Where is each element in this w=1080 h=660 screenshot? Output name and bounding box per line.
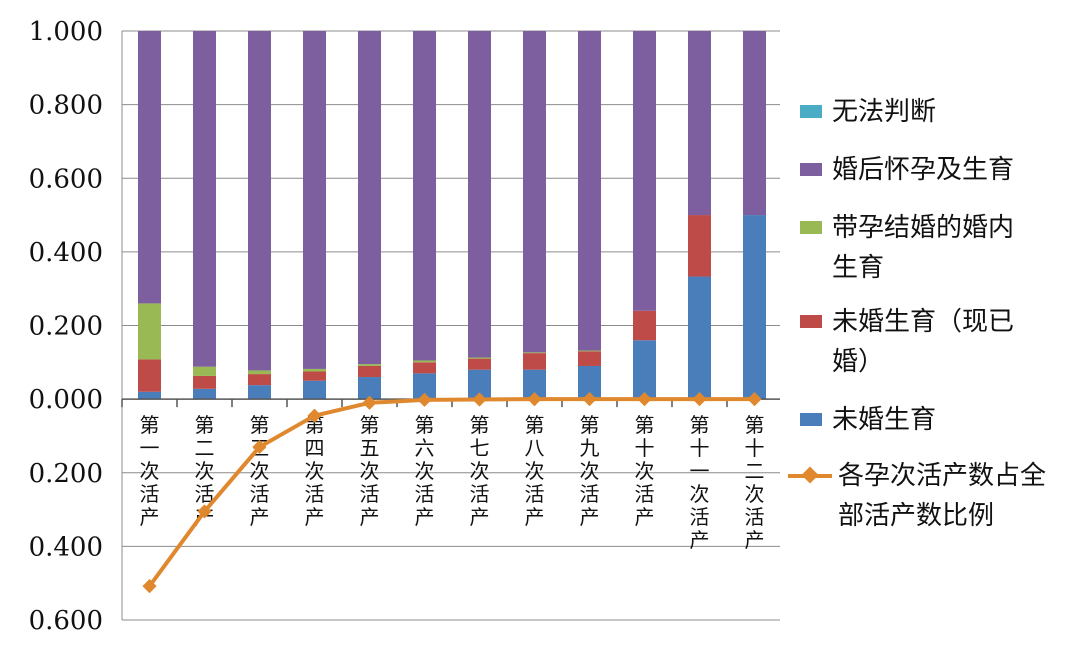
x-category-label: 第四次活产 [305, 413, 325, 529]
x-category-label: 第十一次活产 [690, 413, 710, 552]
legend-swatch [800, 315, 822, 328]
bar-segment [138, 31, 161, 303]
bar-segment [413, 31, 436, 360]
bar-segment [358, 364, 381, 366]
bar-segment [688, 31, 711, 215]
legend-item-undetermined: 无法判断 [800, 92, 1075, 132]
bar-segment [523, 352, 546, 353]
bar-segment [468, 31, 491, 358]
bar-segment [688, 215, 711, 276]
legend-item-postmarital: 婚后怀孕及生育 [800, 150, 1075, 190]
bar-segment [743, 215, 766, 399]
ratio-line-series [142, 392, 761, 593]
legend-swatch [800, 413, 822, 426]
bar-segment [633, 311, 656, 340]
y-tick-label: 0.600 [29, 164, 103, 194]
bar-segment [523, 31, 546, 352]
legend-swatch [800, 221, 822, 234]
y-tick-label: 0.800 [29, 91, 103, 121]
y-tick-label: 0.000 [29, 385, 103, 415]
legend-swatch [800, 105, 822, 118]
y-tick-label: 0.400 [29, 532, 103, 562]
x-axis-category-labels: 第一次活产第二次活产第三次活产第四次活产第五次活产第六次活产第七次活产第八次活产… [140, 413, 765, 552]
x-category-label: 第七次活产 [470, 413, 490, 529]
x-category-label: 第三次活产 [250, 413, 270, 529]
legend-item-unmarried-now-married: 未婚生育（现已婚） [800, 302, 1075, 382]
bar-segment [688, 277, 711, 400]
bar-segment [138, 359, 161, 391]
legend: 无法判断 婚后怀孕及生育 带孕结婚的婚内生育 未婚生育（现已婚） 未婚生育 各孕… [800, 92, 1075, 536]
ratio-line [150, 399, 755, 586]
legend-label: 未婚生育（现已婚） [832, 302, 1032, 382]
legend-label: 带孕结婚的婚内生育 [832, 208, 1032, 288]
legend-line-swatch [788, 465, 832, 487]
bars [138, 31, 766, 399]
x-category-label: 第五次活产 [360, 413, 380, 529]
bar-segment [413, 362, 436, 373]
gridlines [122, 31, 780, 620]
bar-segment [193, 31, 216, 367]
bar-segment [303, 31, 326, 369]
bar-segment [578, 31, 601, 351]
x-category-label: 第一次活产 [140, 413, 160, 529]
legend-label: 无法判断 [832, 92, 1047, 132]
bar-segment [248, 374, 271, 385]
bar-segment [193, 376, 216, 389]
bar-segment [358, 366, 381, 377]
x-category-label: 第十次活产 [635, 413, 655, 529]
bar-segment [743, 31, 766, 215]
bar-segment [138, 392, 161, 399]
bar-segment [248, 385, 271, 399]
legend-item-unmarried: 未婚生育 [800, 400, 1075, 440]
x-category-label: 第八次活产 [525, 413, 545, 529]
y-tick-label: 0.200 [29, 459, 103, 489]
legend-item-ratio-line: 各孕次活产数占全部活产数比例 [800, 456, 1075, 536]
bar-segment [303, 372, 326, 381]
x-category-label: 第九次活产 [580, 413, 600, 529]
legend-swatch [800, 163, 822, 176]
legend-label: 各孕次活产数占全部活产数比例 [838, 456, 1058, 536]
legend-item-pregnant-marriage: 带孕结婚的婚内生育 [800, 208, 1075, 288]
bar-segment [468, 358, 491, 359]
chart: 1.000 0.800 0.600 0.400 0.200 0.000 0.200 0.400… [0, 0, 780, 660]
bar-segment [303, 381, 326, 399]
x-category-label: 第十二次活产 [745, 413, 765, 552]
y-tick-label: 0.200 [29, 312, 103, 342]
y-axis-ticks: 1.000 0.800 0.600 0.400 0.200 0.000 0.200 0.400… [29, 17, 103, 636]
bar-segment [193, 389, 216, 399]
bar-segment [468, 359, 491, 370]
y-tick-label: 0.600 [29, 606, 103, 636]
bar-segment [358, 31, 381, 364]
bar-segment [248, 370, 271, 374]
bar-segment [578, 351, 601, 352]
bar-segment [303, 369, 326, 372]
bar-segment [248, 31, 271, 370]
y-tick-label: 0.400 [29, 238, 103, 268]
y-tick-label: 1.000 [29, 17, 103, 47]
bar-segment [523, 353, 546, 370]
bar-segment [633, 340, 656, 399]
legend-label: 婚后怀孕及生育 [832, 150, 1047, 190]
bar-segment [193, 367, 216, 376]
x-category-label: 第六次活产 [415, 413, 435, 529]
legend-label: 未婚生育 [832, 400, 1047, 440]
bar-segment [138, 303, 161, 359]
bar-segment [413, 360, 436, 362]
bar-segment [633, 31, 656, 311]
bar-segment [578, 351, 601, 366]
